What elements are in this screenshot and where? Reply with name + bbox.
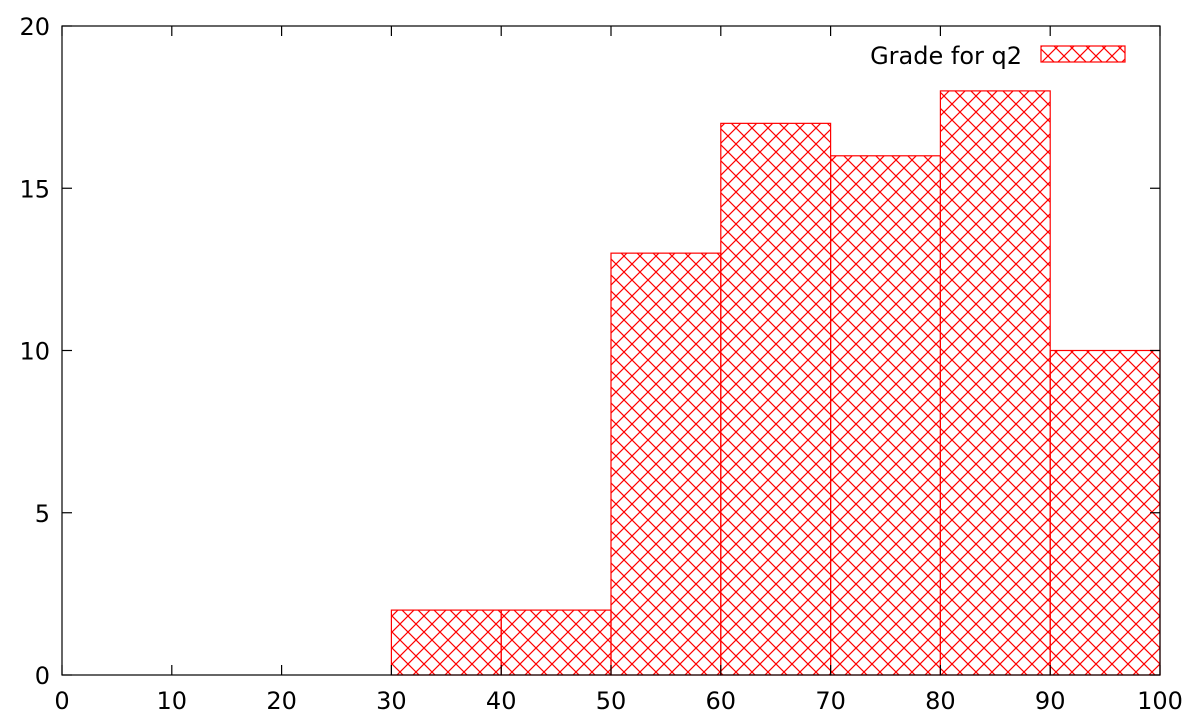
x-tick-label: 60 <box>706 687 737 715</box>
legend-label: Grade for q2 <box>870 42 1022 70</box>
x-tick-label: 40 <box>486 687 517 715</box>
histogram-bar-60-70 <box>720 122 832 676</box>
y-tick-label: 5 <box>35 500 50 528</box>
legend-swatch <box>1040 45 1126 63</box>
legend: Grade for q2 <box>870 42 1126 70</box>
x-tick-label: 90 <box>1035 687 1066 715</box>
x-tick-label: 70 <box>815 687 846 715</box>
x-tick-label: 0 <box>54 687 69 715</box>
y-tick-label: 10 <box>19 338 50 366</box>
histogram-bar-30-40 <box>390 609 502 676</box>
y-tick-label: 15 <box>19 175 50 203</box>
histogram-bar-70-80 <box>829 155 941 676</box>
histogram-bar-50-60 <box>610 252 722 676</box>
histogram-bar-80-90 <box>939 90 1051 676</box>
bars-layer <box>390 90 1161 676</box>
x-tick-label: 10 <box>157 687 188 715</box>
x-tick-label: 30 <box>376 687 407 715</box>
x-tick-label: 80 <box>925 687 956 715</box>
y-tick-label: 20 <box>19 13 50 41</box>
axes-layer: 0 10 20 30 40 50 60 70 80 90 100 0 5 10 15 20 <box>19 13 1182 715</box>
x-tick-label: 100 <box>1137 687 1183 715</box>
histogram-bar-40-50 <box>500 609 612 676</box>
y-tick-label: 0 <box>35 662 50 690</box>
x-tick-label: 50 <box>596 687 627 715</box>
histogram-bar-90-100 <box>1049 349 1161 676</box>
x-tick-label: 20 <box>266 687 297 715</box>
